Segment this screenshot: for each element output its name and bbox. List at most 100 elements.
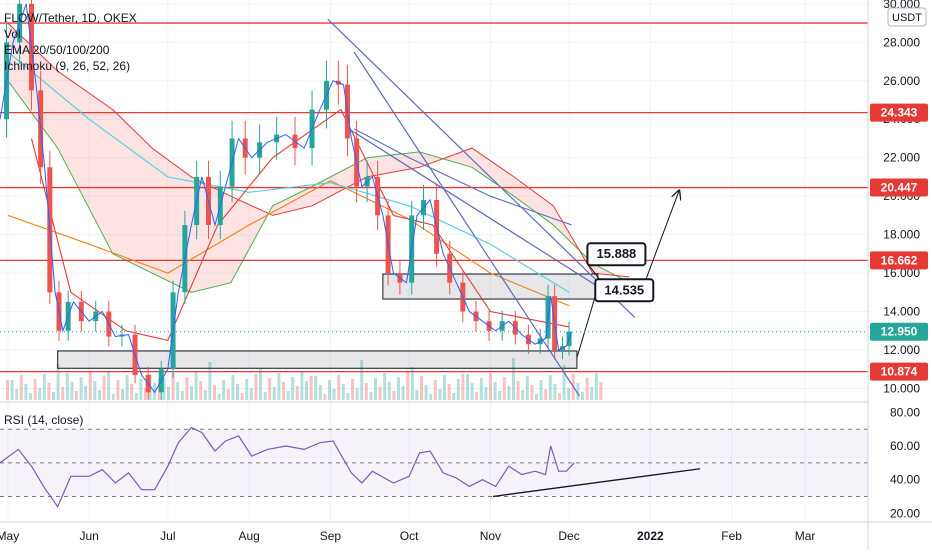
volume-bar bbox=[75, 391, 78, 400]
volume-bar bbox=[406, 372, 410, 400]
ichimoku-cloud bbox=[7, 23, 630, 293]
level-price-tag bbox=[870, 251, 928, 270]
volume-bar bbox=[466, 374, 469, 400]
volume-bar bbox=[236, 384, 239, 400]
volume-bar bbox=[401, 386, 405, 400]
volume-bar bbox=[171, 373, 175, 400]
ichimoku-span-b bbox=[7, 22, 630, 278]
volume-bar bbox=[88, 372, 92, 400]
volume-bar bbox=[328, 380, 331, 400]
indicator-ema-label: EMA 20/50/100/200 bbox=[4, 43, 110, 57]
trendline bbox=[327, 18, 636, 318]
volume-bar bbox=[567, 388, 571, 400]
callout-label: 14.535 bbox=[604, 282, 644, 297]
time-axis-tick-label: Dec bbox=[558, 529, 579, 543]
volume-bar bbox=[139, 379, 143, 400]
time-axis-tick-label: Aug bbox=[238, 529, 259, 543]
indicator-ichimoku-label: Ichimoku (9, 26, 52, 26) bbox=[4, 59, 131, 73]
volume-bar bbox=[429, 394, 433, 400]
volume-bar bbox=[52, 392, 55, 400]
volume-bar bbox=[502, 377, 506, 400]
volume-bar bbox=[300, 372, 304, 400]
volume-bar bbox=[456, 379, 460, 400]
volume-bar bbox=[512, 358, 515, 400]
volume-bar bbox=[6, 380, 9, 400]
volume-bar bbox=[203, 390, 207, 400]
volume-bar bbox=[378, 387, 382, 400]
volume-bar bbox=[180, 391, 184, 400]
volume-bar bbox=[295, 386, 299, 400]
time-axis-tick-label: 2022 bbox=[637, 529, 664, 543]
volume-bar bbox=[240, 393, 244, 400]
price-axis-tick-label: 12.000 bbox=[883, 343, 920, 357]
volume-bar bbox=[539, 380, 543, 400]
volume-bar bbox=[535, 394, 538, 400]
volume-bar bbox=[226, 389, 230, 400]
volume-bar bbox=[337, 375, 341, 400]
volume-bar bbox=[387, 382, 391, 400]
volume-bar bbox=[38, 388, 42, 400]
volume-bar bbox=[98, 390, 101, 400]
price-axis-tick-label: 16.000 bbox=[883, 266, 920, 280]
volume-bar bbox=[291, 377, 295, 400]
volume-bar bbox=[369, 392, 373, 400]
volume-bar bbox=[217, 394, 221, 400]
volume-bar bbox=[346, 393, 350, 400]
time-axis-tick-label: Feb bbox=[721, 529, 742, 543]
rsi-line bbox=[0, 426, 575, 508]
trendline bbox=[353, 51, 581, 397]
volume-bar bbox=[47, 383, 51, 400]
time-axis-tick-label: Sep bbox=[320, 529, 342, 543]
volume-bar bbox=[548, 375, 552, 400]
volume-bar bbox=[208, 362, 212, 400]
volume-bar bbox=[447, 384, 451, 400]
volume-bar bbox=[19, 375, 23, 400]
volume-bar bbox=[277, 373, 281, 400]
volume-bar bbox=[415, 390, 419, 400]
ema-line bbox=[353, 128, 572, 226]
volume-bar bbox=[562, 365, 566, 400]
volume-bar bbox=[332, 389, 336, 400]
price-axis-tick-label: 18.000 bbox=[883, 228, 920, 242]
volume-bar bbox=[461, 374, 465, 400]
volume-bar bbox=[309, 376, 313, 400]
volume-bar bbox=[599, 382, 603, 400]
volume-bar bbox=[254, 374, 258, 400]
volume-bar bbox=[341, 384, 345, 400]
last-price-label: 12.950 bbox=[881, 325, 918, 339]
volume-bar bbox=[222, 380, 226, 400]
volume-bar bbox=[594, 373, 598, 400]
level-price-tag bbox=[870, 103, 928, 122]
time-axis-tick-label: Jun bbox=[79, 529, 98, 543]
level-price-label: 24.343 bbox=[881, 106, 918, 120]
volume-bar bbox=[475, 392, 479, 400]
callout-box bbox=[586, 242, 647, 267]
volume-bar bbox=[176, 382, 180, 400]
price-axis-tick-label: 30.000 bbox=[883, 0, 920, 11]
volume-bar bbox=[576, 383, 580, 400]
volume-bar bbox=[397, 377, 400, 400]
volume-bar bbox=[530, 385, 534, 400]
volume-bar bbox=[351, 379, 354, 400]
time-axis-tick-label: Jul bbox=[160, 529, 175, 543]
volume-bar bbox=[259, 369, 262, 400]
rsi-axis-tick-label: 40.00 bbox=[890, 473, 920, 487]
rsi-axis-tick-label: 20.00 bbox=[890, 506, 920, 520]
volume-bar bbox=[433, 380, 437, 400]
support-zone bbox=[57, 350, 578, 369]
level-price-tag bbox=[870, 178, 928, 197]
volume-bar bbox=[107, 371, 111, 400]
volume-bar bbox=[420, 376, 423, 400]
price-line bbox=[0, 3, 573, 394]
volume-bar bbox=[10, 380, 14, 400]
volume-bar bbox=[305, 381, 308, 400]
volume-bar bbox=[61, 387, 65, 400]
price-axis-tick-label: 10.000 bbox=[883, 381, 920, 395]
trendline bbox=[348, 128, 599, 288]
time-axis-tick-label: May bbox=[0, 529, 19, 543]
volume-bar bbox=[374, 378, 377, 400]
volume-bar bbox=[360, 360, 364, 400]
callout-box bbox=[594, 278, 655, 303]
volume-bar bbox=[525, 376, 529, 400]
